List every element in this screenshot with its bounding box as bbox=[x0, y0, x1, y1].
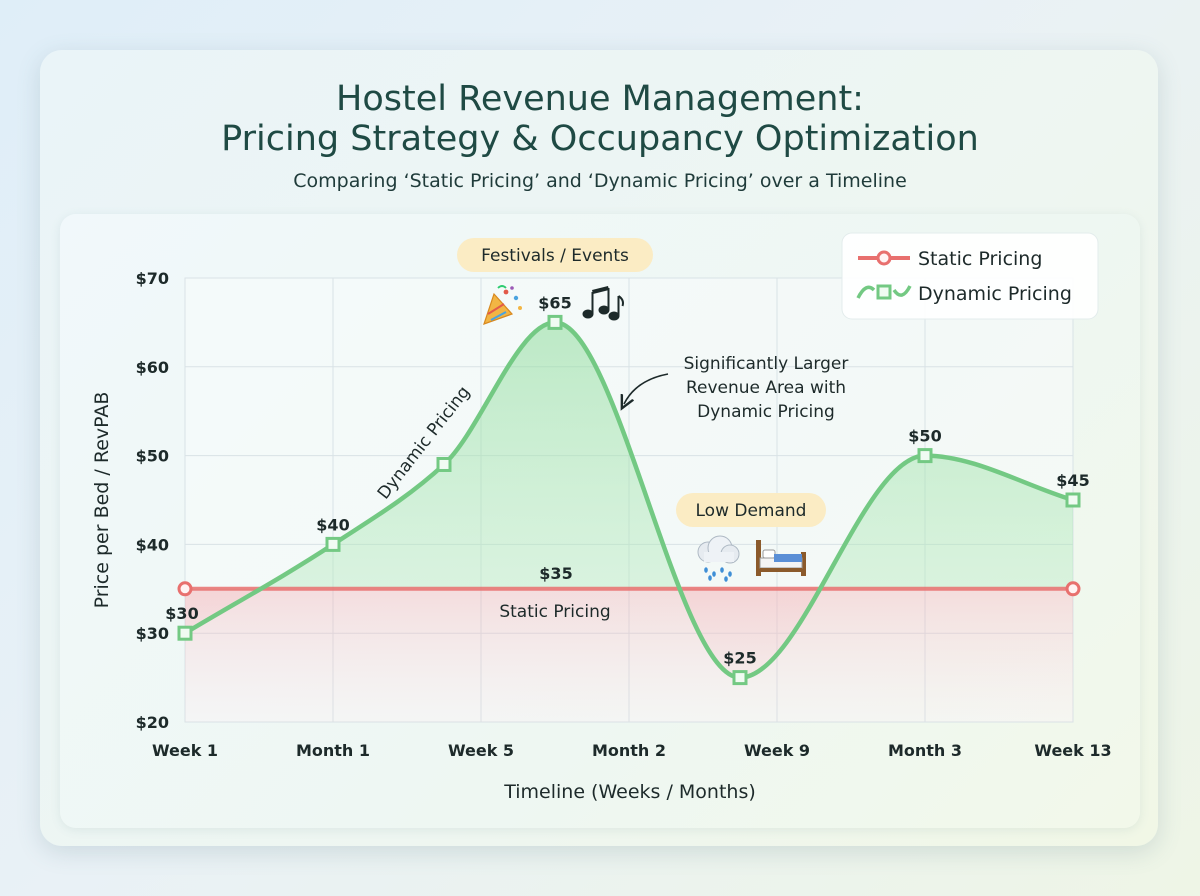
static-point bbox=[177, 581, 193, 597]
dynamic-point-label: $25 bbox=[723, 649, 756, 668]
static-value-label: $35 bbox=[539, 564, 572, 583]
low-demand-label: Low Demand bbox=[696, 501, 807, 521]
party-popper-icon bbox=[483, 285, 522, 325]
series-lines bbox=[182, 320, 1076, 680]
music-notes-icon bbox=[582, 286, 624, 321]
dynamic-point bbox=[325, 536, 341, 552]
festivals-pill bbox=[457, 238, 653, 272]
dynamic-pricing-line bbox=[182, 320, 1076, 680]
revenue-annotation-line2: Revenue Area with bbox=[686, 378, 846, 398]
x-tick-label: Week 9 bbox=[744, 741, 810, 760]
dynamic-point bbox=[732, 670, 748, 686]
dynamic-point-label: $50 bbox=[908, 427, 941, 446]
dynamic-point-label: $45 bbox=[1056, 471, 1089, 490]
x-axis-label: Timeline (Weeks / Months) bbox=[503, 781, 756, 803]
y-tick-labels: $20 $30 $40 $50 $60 $70 bbox=[136, 269, 169, 732]
chart-title-line1: Hostel Revenue Management: bbox=[336, 79, 864, 119]
festivals-label: Festivals / Events bbox=[481, 246, 629, 266]
y-tick-label: $40 bbox=[136, 535, 169, 554]
low-demand-pill bbox=[676, 493, 826, 527]
chart-title-line2: Pricing Strategy & Occupancy Optimizatio… bbox=[221, 119, 979, 159]
y-tick-label: $30 bbox=[136, 624, 169, 643]
x-tick-label: Month 2 bbox=[592, 741, 666, 760]
series-markers bbox=[177, 314, 1081, 686]
chart-subtitle: Comparing ‘Static Pricing’ and ‘Dynamic … bbox=[293, 170, 907, 192]
dynamic-point bbox=[917, 448, 933, 464]
x-tick-label: Week 13 bbox=[1034, 741, 1111, 760]
area-fills bbox=[185, 322, 1073, 722]
x-tick-label: Month 1 bbox=[296, 741, 370, 760]
rain-cloud-icon bbox=[697, 535, 740, 582]
dynamic-point bbox=[436, 456, 452, 472]
y-tick-label: $70 bbox=[136, 269, 169, 288]
legend-static-marker bbox=[876, 250, 892, 266]
bed-icon bbox=[756, 540, 806, 576]
dynamic-point-label: $40 bbox=[316, 515, 349, 534]
revenue-annotation-line3: Dynamic Pricing bbox=[697, 402, 835, 422]
dynamic-point bbox=[177, 625, 193, 641]
legend-dynamic-line bbox=[856, 285, 912, 299]
legend-box bbox=[841, 232, 1099, 320]
x-tick-label: Month 3 bbox=[888, 741, 962, 760]
dynamic-point bbox=[1065, 492, 1081, 508]
x-tick-label: Week 1 bbox=[152, 741, 218, 760]
static-revenue-area bbox=[185, 588, 1073, 722]
legend-dynamic-marker bbox=[876, 284, 892, 300]
dynamic-point-label: $65 bbox=[538, 293, 571, 312]
dynamic-point-label: $30 bbox=[165, 604, 198, 623]
dynamic-gain-area bbox=[185, 322, 1073, 590]
revenue-annotation-line1: Significantly Larger bbox=[684, 354, 849, 374]
y-axis-label: Price per Bed / RevPAB bbox=[91, 392, 113, 609]
static-pricing-inline-label: Static Pricing bbox=[499, 602, 610, 622]
y-tick-label: $20 bbox=[136, 713, 169, 732]
legend-dynamic-label: Dynamic Pricing bbox=[918, 283, 1072, 305]
y-tick-label: $50 bbox=[136, 447, 169, 466]
revenue-annotation-arrow bbox=[624, 373, 669, 404]
x-tick-labels: Week 1 Month 1 Week 5 Month 2 Week 9 Month 3 W… bbox=[152, 741, 1112, 760]
x-tick-label: Week 5 bbox=[448, 741, 514, 760]
dynamic-point bbox=[547, 314, 563, 330]
legend-static-label: Static Pricing bbox=[918, 248, 1042, 270]
static-point bbox=[1065, 581, 1081, 597]
point-labels: $30 $40 $65 $25 $50 $45 bbox=[165, 293, 1089, 667]
y-tick-label: $60 bbox=[136, 358, 169, 377]
